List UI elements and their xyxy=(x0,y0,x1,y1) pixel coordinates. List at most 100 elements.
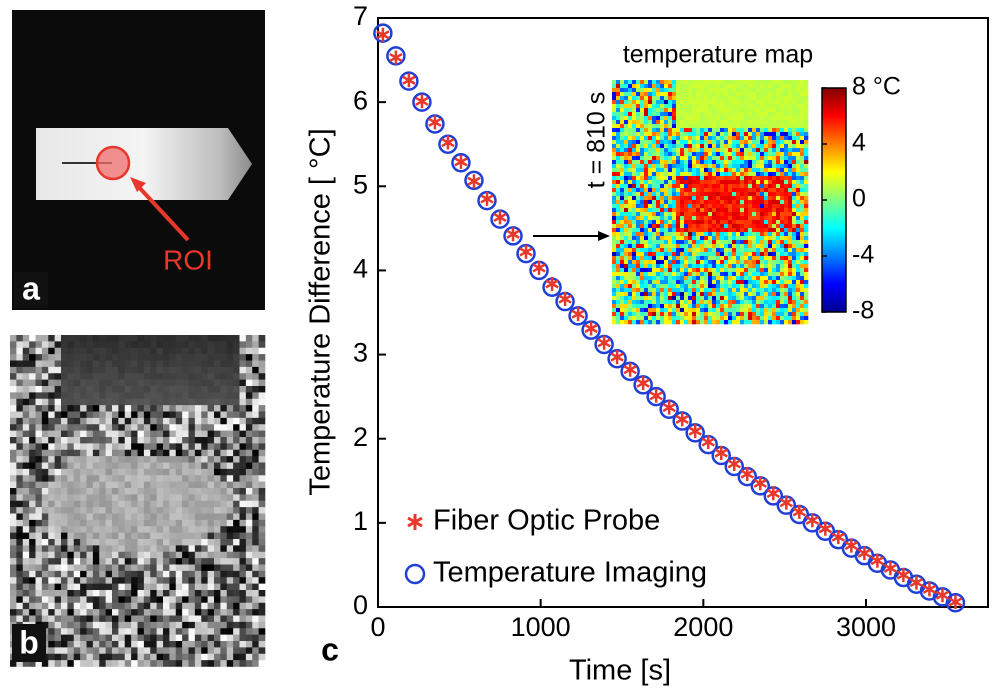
pixel xyxy=(10,367,17,374)
pixel xyxy=(125,539,132,546)
pixel xyxy=(131,354,138,361)
pixel xyxy=(201,558,208,565)
pixel xyxy=(106,584,113,591)
pixel xyxy=(636,124,640,128)
pixel xyxy=(227,526,234,533)
pixel xyxy=(648,228,652,232)
pixel xyxy=(240,641,247,648)
pixel xyxy=(252,399,259,406)
pixel xyxy=(804,164,808,168)
pixel xyxy=(157,552,164,559)
pixel xyxy=(233,539,240,546)
pixel xyxy=(176,520,183,527)
pixel xyxy=(240,373,247,380)
pixel xyxy=(764,216,768,220)
pixel xyxy=(55,565,62,572)
pixel xyxy=(220,373,227,380)
pixel xyxy=(716,284,720,288)
pixel xyxy=(796,264,800,268)
pixel xyxy=(628,308,632,312)
pixel xyxy=(688,128,692,132)
pixel xyxy=(240,571,247,578)
pixel xyxy=(189,341,196,348)
pixel xyxy=(240,603,247,610)
pixel xyxy=(42,386,49,393)
pixel xyxy=(764,84,768,88)
pixel xyxy=(131,635,138,642)
pixel xyxy=(80,558,87,565)
pixel xyxy=(696,96,700,100)
pixel xyxy=(660,284,664,288)
pixel xyxy=(720,92,724,96)
pixel xyxy=(138,392,145,399)
pixel xyxy=(784,272,788,276)
pixel xyxy=(61,392,68,399)
pixel xyxy=(708,248,712,252)
pixel xyxy=(616,292,620,296)
pixel xyxy=(764,132,768,136)
pixel xyxy=(636,116,640,120)
pixel xyxy=(616,116,620,120)
pixel xyxy=(616,148,620,152)
annotation-arrowhead xyxy=(598,231,610,241)
pixel xyxy=(138,622,145,629)
pixel xyxy=(760,176,764,180)
pixel xyxy=(61,469,68,476)
pixel xyxy=(756,180,760,184)
pixel xyxy=(676,200,680,204)
pixel xyxy=(87,609,94,616)
pixel xyxy=(189,443,196,450)
pixel xyxy=(780,252,784,256)
pixel xyxy=(106,341,113,348)
pixel xyxy=(752,84,756,88)
pixel xyxy=(716,176,720,180)
pixel xyxy=(776,300,780,304)
pixel xyxy=(252,584,259,591)
pixel xyxy=(688,292,692,296)
pixel xyxy=(93,545,100,552)
pixel xyxy=(760,296,764,300)
pixel xyxy=(716,296,720,300)
pixel xyxy=(760,228,764,232)
pixel xyxy=(760,104,764,108)
pixel xyxy=(672,312,676,316)
pixel xyxy=(42,565,49,572)
pixel xyxy=(620,252,624,256)
pixel xyxy=(684,256,688,260)
pixel xyxy=(752,200,756,204)
pixel xyxy=(668,204,672,208)
pixel xyxy=(169,431,176,438)
pixel xyxy=(696,156,700,160)
pixel xyxy=(87,545,94,552)
pixel xyxy=(648,100,652,104)
pixel xyxy=(189,603,196,610)
pixel xyxy=(620,272,624,276)
pixel xyxy=(652,132,656,136)
pixel xyxy=(636,196,640,200)
pixel xyxy=(628,240,632,244)
pixel xyxy=(788,248,792,252)
pixel xyxy=(612,124,616,128)
pixel xyxy=(780,180,784,184)
pixel xyxy=(240,412,247,419)
pixel xyxy=(792,88,796,92)
pixel xyxy=(624,216,628,220)
pixel xyxy=(672,180,676,184)
pixel xyxy=(644,140,648,144)
pixel xyxy=(632,296,636,300)
pixel xyxy=(240,463,247,470)
pixel xyxy=(259,373,266,380)
pixel xyxy=(664,256,668,260)
pixel xyxy=(55,488,62,495)
pixel xyxy=(796,252,800,256)
pixel xyxy=(772,128,776,132)
pixel xyxy=(227,514,234,521)
pixel xyxy=(624,148,628,152)
pixel xyxy=(676,188,680,192)
pixel xyxy=(796,164,800,168)
pixel xyxy=(93,482,100,489)
pixel xyxy=(724,248,728,252)
pixel xyxy=(163,628,170,635)
pixel xyxy=(246,354,253,361)
pixel xyxy=(748,276,752,280)
